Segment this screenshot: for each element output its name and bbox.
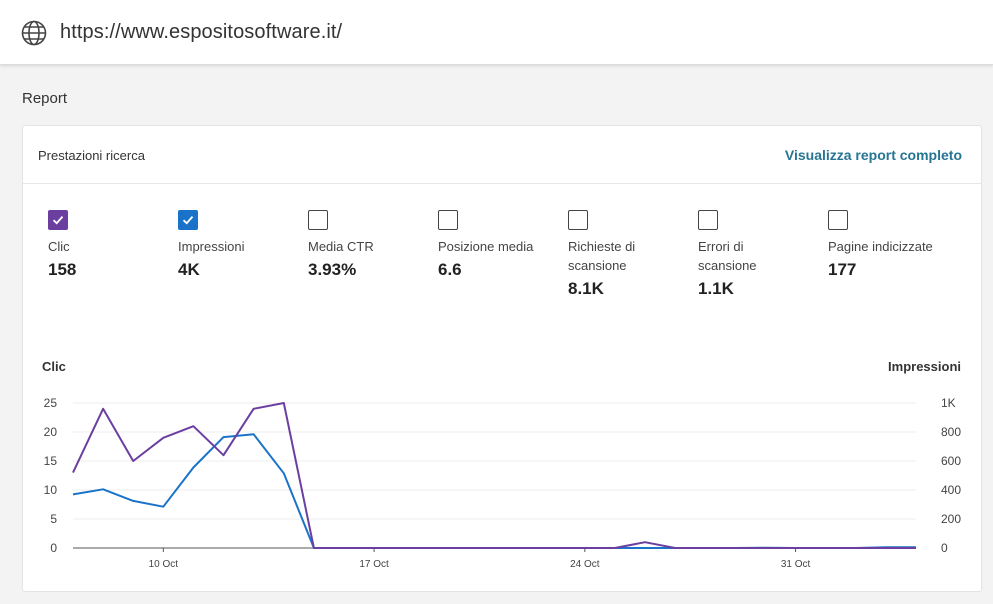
metric-pagine-indicizzate[interactable]: Pagine indicizzate 177 — [828, 210, 953, 280]
metric-label: Pagine indicizzate — [828, 239, 933, 254]
metric-value: 8.1K — [568, 279, 604, 298]
checkbox-posizione-media[interactable] — [438, 210, 458, 230]
metric-label: Impressioni — [178, 239, 245, 254]
url-text[interactable]: https://www.espositosoftware.it/ — [60, 21, 343, 43]
x-tick-label: 31 Oct — [781, 559, 811, 570]
search-performance-card: Prestazioni ricerca Visualizza report co… — [22, 125, 982, 592]
left-tick-label: 20 — [44, 425, 58, 439]
checkbox-media-ctr[interactable] — [308, 210, 328, 230]
right-tick-label: 600 — [941, 454, 961, 468]
metric-value: 158 — [48, 260, 77, 279]
card-title: Prestazioni ricerca — [38, 148, 145, 163]
full-report-link[interactable]: Visualizza report completo — [784, 147, 962, 163]
left-tick-label: 15 — [44, 454, 58, 468]
metric-richieste-scansione[interactable]: Richieste di scansione 8.1K — [568, 210, 678, 299]
x-tick-label: 10 Oct — [149, 559, 179, 570]
address-bar: https://www.espositosoftware.it/ — [0, 0, 993, 65]
left-tick-label: 25 — [44, 396, 58, 410]
right-tick-label: 800 — [941, 425, 961, 439]
metric-value: 6.6 — [438, 260, 462, 279]
right-tick-label: 200 — [941, 512, 961, 526]
card-header: Prestazioni ricerca Visualizza report co… — [23, 126, 981, 184]
left-tick-label: 10 — [44, 483, 58, 497]
left-tick-label: 0 — [50, 541, 57, 555]
section-title: Report — [22, 90, 68, 107]
right-tick-label: 0 — [941, 541, 948, 555]
metric-label: Richieste di scansione — [568, 239, 636, 273]
metric-value: 177 — [828, 260, 857, 279]
right-tick-label: 1K — [941, 396, 956, 410]
metric-impressioni[interactable]: Impressioni 4K — [178, 210, 303, 280]
checkbox-errori-scansione[interactable] — [698, 210, 718, 230]
series-line-clic — [72, 402, 916, 549]
checkbox-clic[interactable] — [48, 210, 68, 230]
right-tick-label: 400 — [941, 483, 961, 497]
right-axis-title: Impressioni — [888, 359, 961, 374]
metric-label: Errori di scansione — [698, 239, 757, 273]
x-tick-label: 24 Oct — [570, 559, 600, 570]
metric-errori-scansione[interactable]: Errori di scansione 1.1K — [698, 210, 788, 299]
metric-label: Posizione media — [438, 239, 534, 254]
checkbox-impressioni[interactable] — [178, 210, 198, 230]
check-icon — [52, 216, 64, 225]
metric-label: Media CTR — [308, 239, 374, 254]
metric-label: Clic — [48, 239, 70, 254]
left-tick-label: 5 — [50, 512, 57, 526]
metric-value: 3.93% — [308, 260, 357, 279]
checkbox-pagine-indicizzate[interactable] — [828, 210, 848, 230]
metric-posizione-media[interactable]: Posizione media 6.6 — [438, 210, 563, 280]
metric-clic[interactable]: Clic 158 — [48, 210, 173, 280]
checkbox-richieste-scansione[interactable] — [568, 210, 588, 230]
globe-icon — [21, 20, 47, 46]
check-icon — [182, 216, 194, 225]
left-axis-title: Clic — [42, 359, 66, 374]
performance-chart: Clic Impressioni 0 0 5 200 10 400 15 600 20 800 25… — [42, 359, 961, 570]
metric-value: 1.1K — [698, 279, 734, 298]
series-line-impressioni — [72, 433, 916, 549]
metric-value: 4K — [178, 260, 200, 279]
x-tick-label: 17 Oct — [359, 559, 389, 570]
metric-media-ctr[interactable]: Media CTR 3.93% — [308, 210, 433, 280]
